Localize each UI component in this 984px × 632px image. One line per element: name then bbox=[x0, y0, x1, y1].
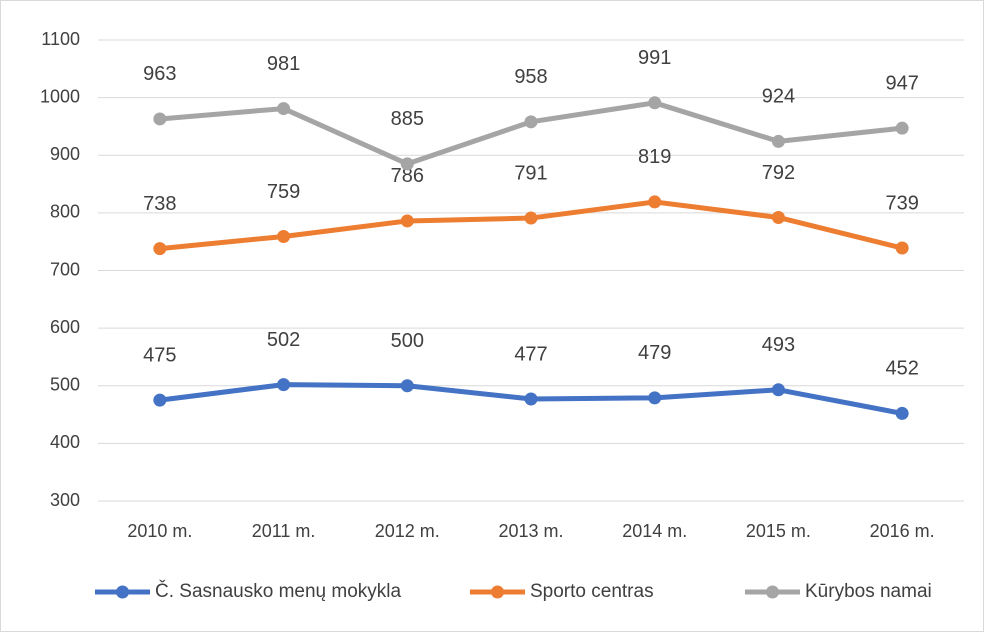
x-tick-label: 2013 m. bbox=[498, 521, 563, 541]
point bbox=[648, 96, 662, 110]
data-label: 924 bbox=[762, 86, 795, 108]
y-tick-label: 600 bbox=[50, 317, 80, 337]
point bbox=[895, 406, 909, 420]
point bbox=[771, 134, 785, 148]
data-label: 479 bbox=[638, 342, 671, 364]
point bbox=[153, 112, 167, 126]
x-tick-label: 2011 m. bbox=[252, 521, 316, 541]
point bbox=[277, 230, 291, 244]
y-tick-label: 900 bbox=[50, 144, 80, 164]
point bbox=[277, 102, 291, 116]
data-label: 475 bbox=[143, 344, 176, 366]
point bbox=[524, 392, 538, 406]
data-label: 493 bbox=[762, 334, 795, 356]
data-label: 500 bbox=[391, 330, 424, 352]
legend-label: Kūrybos namai bbox=[805, 581, 932, 602]
x-tick-label: 2012 m. bbox=[375, 521, 440, 541]
data-label: 759 bbox=[267, 181, 300, 203]
point bbox=[771, 383, 785, 397]
point bbox=[648, 391, 662, 405]
data-label: 958 bbox=[514, 66, 547, 88]
point bbox=[524, 211, 538, 225]
data-label: 786 bbox=[391, 165, 424, 187]
y-tick-label: 700 bbox=[50, 259, 80, 279]
data-label: 885 bbox=[391, 108, 424, 130]
y-tick-label: 400 bbox=[50, 432, 80, 452]
x-tick-label: 2015 m. bbox=[746, 521, 811, 541]
data-label: 502 bbox=[267, 329, 300, 351]
data-label: 792 bbox=[762, 162, 795, 184]
legend-marker bbox=[116, 585, 129, 599]
data-label: 963 bbox=[143, 63, 176, 85]
data-label: 947 bbox=[885, 72, 918, 94]
point bbox=[400, 214, 414, 228]
point bbox=[153, 242, 167, 256]
point bbox=[895, 241, 909, 255]
data-label: 477 bbox=[514, 343, 547, 365]
point bbox=[771, 210, 785, 224]
point bbox=[648, 195, 662, 209]
data-label: 791 bbox=[514, 162, 547, 184]
data-label: 991 bbox=[638, 47, 671, 69]
data-label: 738 bbox=[143, 193, 176, 215]
legend-marker bbox=[491, 585, 504, 599]
x-tick-label: 2014 m. bbox=[622, 521, 687, 541]
x-tick-label: 2016 m. bbox=[870, 521, 935, 541]
data-label: 452 bbox=[885, 358, 918, 380]
point bbox=[400, 379, 414, 393]
data-label: 981 bbox=[267, 53, 300, 75]
point bbox=[895, 121, 909, 135]
y-tick-label: 1000 bbox=[40, 86, 80, 106]
data-label: 819 bbox=[638, 146, 671, 168]
y-tick-label: 500 bbox=[50, 375, 80, 395]
data-label: 739 bbox=[885, 192, 918, 214]
y-tick-label: 1100 bbox=[41, 29, 80, 49]
point bbox=[400, 157, 414, 171]
legend-marker bbox=[766, 585, 779, 599]
point bbox=[524, 115, 538, 129]
legend-label: Sporto centras bbox=[530, 581, 654, 602]
point bbox=[153, 393, 167, 407]
y-tick-label: 300 bbox=[50, 490, 80, 510]
legend-label: Č. Sasnausko menų mokykla bbox=[155, 580, 401, 602]
y-tick-label: 800 bbox=[50, 202, 80, 222]
point bbox=[277, 378, 291, 392]
x-tick-label: 2010 m. bbox=[127, 521, 192, 541]
